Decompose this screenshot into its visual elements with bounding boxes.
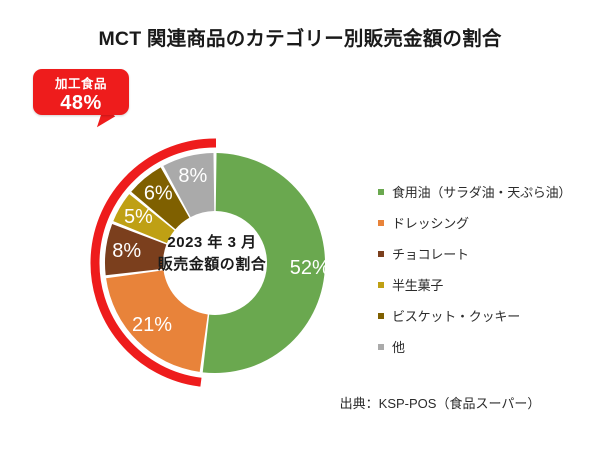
donut-slice-value-label: 21% — [132, 314, 172, 336]
legend-swatch-icon — [378, 343, 384, 350]
legend-swatch-icon — [378, 219, 384, 226]
legend-swatch-icon — [378, 312, 384, 319]
donut-slice-value-label: 8% — [112, 240, 141, 262]
donut-slice[interactable] — [131, 167, 190, 230]
highlight-arc-stroke — [90, 138, 215, 387]
legend-item-label: ドレッシング — [392, 216, 469, 231]
donut-slice[interactable] — [202, 153, 325, 373]
donut-chart: 52%21%8%5%6%8% — [90, 138, 330, 387]
legend-item[interactable]: ビスケット・クッキー — [378, 300, 594, 331]
source-note: 出典：KSP-POS（食品スーパー） — [339, 396, 541, 411]
donut-center-label: 2023 年 3 月 販売金額の割合 — [132, 232, 292, 276]
donut-slice[interactable] — [163, 153, 215, 218]
legend-item-label: 半生菓子 — [392, 278, 444, 293]
chart-legend: 食用油（サラダ油・天ぷら油） ドレッシング チョコレート 半生菓子ビスケット・クッキー… — [378, 176, 594, 362]
legend-item[interactable]: チョコレート — [378, 238, 594, 269]
donut-slice-value-label: 6% — [144, 183, 173, 205]
center-label-line-2: 販売金額の割合 — [157, 255, 267, 273]
donut-slice-value-label: 52% — [290, 257, 330, 279]
legend-swatch-icon — [378, 250, 384, 257]
callout-category-label: 加工食品 — [54, 77, 107, 91]
legend-item-label: 他 — [392, 340, 405, 355]
legend-item[interactable]: 食用油（サラダ油・天ぷら油） — [378, 176, 594, 207]
legend-item[interactable]: ドレッシング — [378, 207, 594, 238]
legend-item-label: チョコレート — [392, 247, 469, 262]
chart-title: MCT 関連商品のカテゴリー別販売金額の割合 — [98, 28, 502, 50]
center-label-line-1: 2023 年 3 月 — [167, 234, 257, 251]
donut-slice-label-group: 52%21%8%5%6%8% — [112, 165, 330, 336]
callout-value-label: 48% — [60, 92, 102, 114]
highlight-arc — [90, 138, 216, 387]
legend-swatch-icon — [378, 281, 384, 288]
legend-item[interactable]: 半生菓子 — [378, 269, 594, 300]
legend-swatch-icon — [378, 188, 384, 195]
legend-item-label: ビスケット・クッキー — [392, 309, 521, 324]
highlight-arc-end-cap — [198, 377, 202, 387]
donut-slice[interactable] — [105, 223, 167, 276]
donut-slice-value-label: 8% — [178, 165, 207, 187]
donut-slice-value-label: 5% — [124, 206, 153, 228]
legend-item-label: 食用油（サラダ油・天ぷら油） — [392, 185, 572, 200]
donut-slice[interactable] — [113, 194, 175, 244]
processed-food-callout-badge: 加工食品 48% — [33, 69, 129, 115]
donut-slice[interactable] — [106, 270, 208, 372]
legend-item[interactable]: 他 — [378, 331, 594, 362]
donut-slice-group — [105, 153, 325, 373]
